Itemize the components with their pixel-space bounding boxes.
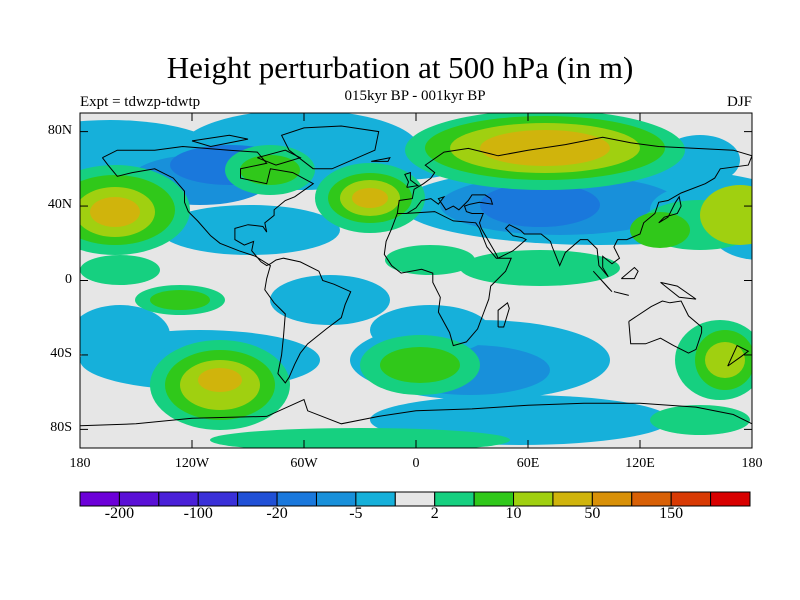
colorbar-swatch-5	[276, 491, 317, 507]
contour-band-51	[650, 405, 750, 435]
coastline-11	[620, 266, 639, 280]
contour-band-41	[380, 347, 460, 383]
lat-tick-label: 40N	[47, 197, 72, 213]
colorbar-swatch-16	[710, 491, 751, 507]
colorbar-tick-label: -20	[266, 505, 288, 522]
colorbar-swatch-0	[79, 491, 120, 507]
lat-tick-label: 40S	[50, 345, 72, 361]
coastline-15	[191, 134, 249, 148]
contour-band-36	[198, 368, 242, 392]
coastline-1	[280, 125, 380, 170]
coastlines	[80, 125, 752, 427]
coastline-8	[497, 301, 510, 328]
colorbar-swatch-4	[237, 491, 278, 507]
lon-tick-label: 180	[741, 456, 763, 471]
contour-band-45	[150, 290, 210, 310]
coastline-0	[102, 145, 352, 384]
contour-band-3	[160, 205, 340, 255]
colorbar	[79, 491, 751, 507]
contour-band-14	[270, 275, 390, 325]
experiment-label: Expt = tdwzp-tdwtp	[80, 94, 201, 110]
coastline-16	[371, 157, 391, 162]
coastline-4	[628, 300, 703, 354]
lon-tick-label: 120E	[625, 456, 655, 471]
lon-tick-label: 180	[69, 456, 91, 471]
coastline-7	[658, 195, 682, 224]
contour-band-13	[80, 305, 170, 365]
contour-band-50	[630, 212, 690, 248]
contour-band-46	[385, 245, 475, 275]
lat-tick-label: 0	[65, 271, 72, 287]
colorbar-swatch-13	[591, 491, 633, 507]
plot-subtitle: 015kyr BP - 001kyr BP	[344, 88, 486, 104]
coastline-9	[592, 270, 613, 293]
colorbar-swatch-7	[355, 491, 396, 507]
colorbar-swatch-15	[670, 491, 712, 507]
contour-band-32	[700, 185, 752, 245]
contour-band-48	[210, 428, 510, 448]
colorbar-swatch-12	[552, 491, 593, 507]
lon-tick-label: 0	[412, 456, 420, 471]
lat-tick-label: 80S	[50, 420, 72, 436]
colorbar-swatch-2	[158, 491, 199, 507]
colorbar-swatch-3	[197, 491, 239, 507]
coastline-3	[383, 211, 512, 347]
contour-band-47	[80, 255, 160, 285]
contour-band-26	[352, 188, 388, 208]
coastline-10	[613, 291, 629, 296]
lat-tick-label: 80N	[47, 122, 72, 138]
coastline-2	[396, 136, 752, 278]
colorbar-tick-label: -5	[349, 505, 363, 522]
lon-tick-label: 120W	[174, 456, 210, 471]
axis-ticks	[79, 113, 753, 448]
coastline-6	[404, 171, 420, 188]
colorbar-tick-label: 2	[430, 505, 439, 522]
coastline-13	[727, 344, 750, 367]
colorbar-swatch-11	[513, 491, 554, 507]
colorbar-swatch-6	[315, 491, 357, 507]
colorbar-tick-label: 150	[659, 505, 684, 522]
colorbar-swatch-10	[473, 491, 515, 507]
colorbar-swatch-1	[118, 491, 160, 507]
contour-band-49	[460, 250, 620, 286]
contour-band-7	[480, 183, 600, 227]
coastline-14	[257, 149, 302, 166]
colorbar-swatch-14	[631, 491, 672, 507]
plot-title: Height perturbation at 500 hPa (in m)	[166, 50, 634, 85]
colorbar-swatch-9	[434, 491, 475, 507]
contour-band-22	[90, 197, 140, 227]
season-label: DJF	[726, 94, 752, 110]
colorbar-swatch-8	[394, 491, 436, 507]
coastline-5	[80, 398, 752, 427]
lon-tick-label: 60W	[290, 456, 318, 471]
coastline-12	[660, 281, 697, 300]
contour-band-39	[705, 342, 745, 378]
colorbar-tick-label: -100	[183, 505, 213, 522]
lon-tick-label: 60E	[516, 456, 540, 471]
colorbar-tick-label: -200	[104, 505, 135, 522]
colorbar-tick-label: 50	[584, 505, 601, 522]
colorbar-tick-label: 10	[505, 505, 522, 522]
